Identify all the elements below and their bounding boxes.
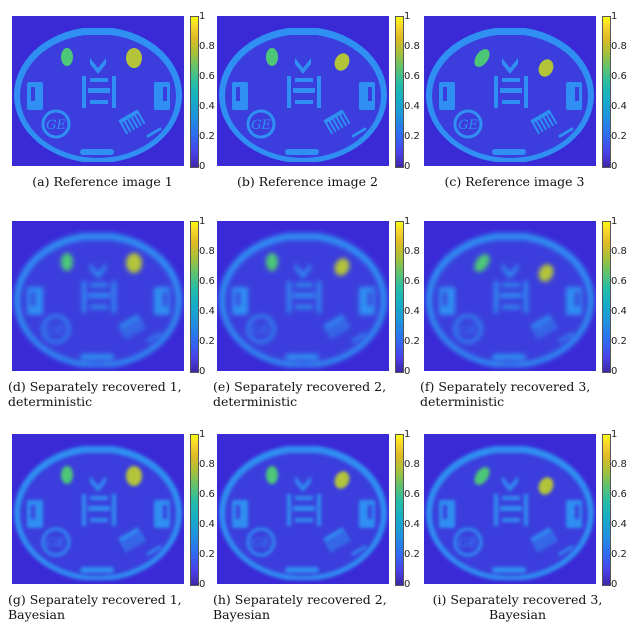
panel-e: 1 0.8 0.6 0.4 0.2 0 (e) Separately recov… — [205, 205, 420, 410]
colorbar-tick: 0.2 — [611, 336, 627, 347]
colorbar-tick: 0.8 — [199, 459, 215, 470]
phantom-image — [424, 221, 596, 371]
caption: (a) Reference image 1 — [32, 174, 173, 189]
colorbar-tick: 0.8 — [611, 41, 627, 52]
colorbar — [395, 16, 404, 168]
colorbar-tick: 0.6 — [611, 71, 627, 82]
caption: (i) Separately recovered 3, Bayesian — [432, 592, 603, 622]
phantom-image — [217, 434, 389, 584]
colorbar-tick: 0.2 — [611, 131, 627, 142]
colorbar-tick: 0.4 — [404, 101, 420, 112]
colorbar-tick: 0 — [611, 579, 618, 590]
panel-a: 1 0.8 0.6 0.4 0.2 0 (a) Reference image … — [0, 0, 215, 200]
colorbar-tick: 0.2 — [199, 336, 215, 347]
colorbar-tick: 0.4 — [199, 101, 215, 112]
colorbar-tick: 0.6 — [404, 71, 420, 82]
colorbar-tick: 0.2 — [199, 549, 215, 560]
colorbar-tick: 0 — [404, 161, 411, 172]
caption: (c) Reference image 3 — [444, 174, 585, 189]
colorbar — [190, 434, 199, 586]
reference-image-3 — [424, 16, 596, 166]
colorbar-tick: 0.4 — [199, 519, 215, 530]
phantom-image — [424, 434, 596, 584]
panel-f: 1 0.8 0.6 0.4 0.2 0 (f) Separately recov… — [412, 205, 627, 410]
colorbar-tick: 1 — [199, 429, 206, 440]
colorbar — [602, 434, 611, 586]
colorbar-tick: 1 — [199, 216, 206, 227]
colorbar-tick: 0.2 — [199, 131, 215, 142]
colorbar-tick: 1 — [404, 11, 411, 22]
colorbar-tick: 0 — [199, 161, 206, 172]
reference-image-2 — [217, 16, 389, 166]
recovered-image-3-bayesian — [424, 434, 596, 584]
caption: (b) Reference image 2 — [237, 174, 378, 189]
colorbar — [395, 434, 404, 586]
colorbar-tick: 0.8 — [199, 246, 215, 257]
colorbar-tick: 0.2 — [404, 131, 420, 142]
colorbar-tick: 0.8 — [404, 459, 420, 470]
colorbar-tick: 0.8 — [199, 41, 215, 52]
phantom-image — [12, 434, 184, 584]
colorbar-tick: 0.8 — [404, 246, 420, 257]
panel-i: 1 0.8 0.6 0.4 0.2 0 (i) Separately recov… — [412, 418, 627, 622]
colorbar-tick: 0.2 — [404, 549, 420, 560]
colorbar-tick: 0.6 — [404, 276, 420, 287]
colorbar-tick: 0.6 — [199, 276, 215, 287]
colorbar — [190, 221, 199, 373]
colorbar-tick: 0.4 — [611, 101, 627, 112]
phantom-image — [217, 16, 389, 166]
panel-h: 1 0.8 0.6 0.4 0.2 0 (h) Separately recov… — [205, 418, 420, 623]
colorbar-tick: 0.2 — [611, 549, 627, 560]
colorbar-tick: 0.4 — [611, 519, 627, 530]
recovered-image-3-deterministic — [424, 221, 596, 371]
caption: (f) Separately recovered 3, deterministic — [420, 379, 591, 409]
caption: (d) Separately recovered 1, deterministic — [8, 379, 182, 409]
panel-c: 1 0.8 0.6 0.4 0.2 0 (c) Reference image … — [412, 0, 627, 200]
colorbar-tick: 0.6 — [611, 489, 627, 500]
colorbar-tick: 1 — [611, 429, 618, 440]
colorbar-tick: 0.4 — [404, 306, 420, 317]
colorbar-tick: 0.4 — [199, 306, 215, 317]
reference-image-1 — [12, 16, 184, 166]
caption: (e) Separately recovered 2, deterministic — [213, 379, 387, 409]
colorbar-tick: 1 — [611, 11, 618, 22]
colorbar-tick: 0.8 — [404, 41, 420, 52]
colorbar-tick: 0.6 — [404, 489, 420, 500]
phantom-image — [12, 16, 184, 166]
colorbar-tick: 0.6 — [611, 276, 627, 287]
colorbar-tick: 0 — [404, 579, 411, 590]
colorbar — [190, 16, 199, 168]
phantom-image — [12, 221, 184, 371]
colorbar-tick: 1 — [404, 216, 411, 227]
caption: (g) Separately recovered 1, Bayesian — [8, 592, 182, 622]
colorbar-tick: 0.6 — [199, 489, 215, 500]
panel-g: 1 0.8 0.6 0.4 0.2 0 (g) Separately recov… — [0, 418, 215, 623]
colorbar — [602, 16, 611, 168]
colorbar-tick: 0.4 — [404, 519, 420, 530]
phantom-image — [217, 221, 389, 371]
colorbar-tick: 1 — [199, 11, 206, 22]
colorbar-tick: 1 — [404, 429, 411, 440]
recovered-image-1-bayesian — [12, 434, 184, 584]
phantom-image — [424, 16, 596, 166]
colorbar-tick: 0 — [404, 366, 411, 377]
recovered-image-2-deterministic — [217, 221, 389, 371]
caption: (h) Separately recovered 2, Bayesian — [213, 592, 387, 622]
colorbar-tick: 0 — [199, 579, 206, 590]
colorbar-tick: 1 — [611, 216, 618, 227]
colorbar-tick: 0 — [611, 161, 618, 172]
recovered-image-2-bayesian — [217, 434, 389, 584]
panel-d: 1 0.8 0.6 0.4 0.2 0 (d) Separately recov… — [0, 205, 215, 410]
recovered-image-1-deterministic — [12, 221, 184, 371]
colorbar-tick: 0 — [199, 366, 206, 377]
colorbar-tick: 0.2 — [404, 336, 420, 347]
colorbar-tick: 0.4 — [611, 306, 627, 317]
colorbar-tick: 0.8 — [611, 246, 627, 257]
panel-b: 1 0.8 0.6 0.4 0.2 0 (b) Reference image … — [205, 0, 420, 200]
colorbar — [395, 221, 404, 373]
colorbar — [602, 221, 611, 373]
colorbar-tick: 0 — [611, 366, 618, 377]
colorbar-tick: 0.6 — [199, 71, 215, 82]
colorbar-tick: 0.8 — [611, 459, 627, 470]
